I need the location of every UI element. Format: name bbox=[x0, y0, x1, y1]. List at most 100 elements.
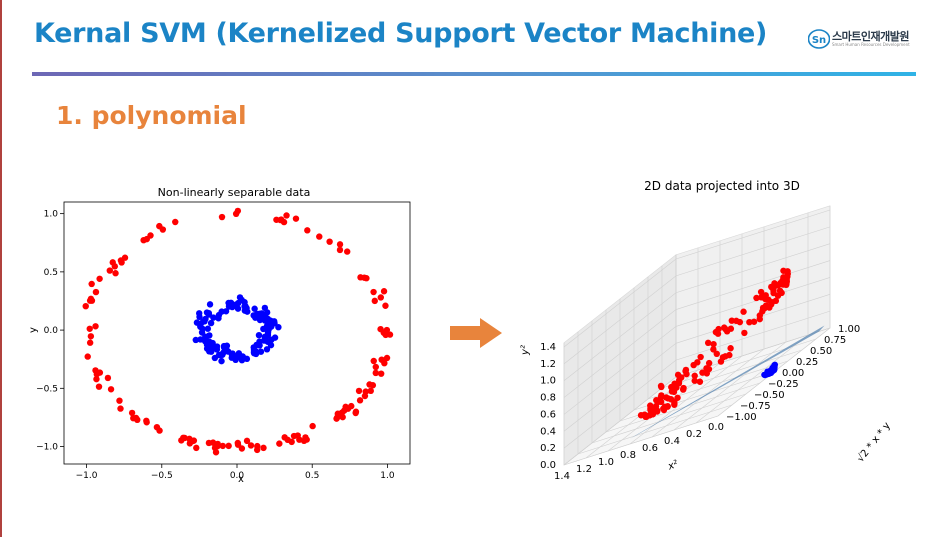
y-tick-label: 0.5 bbox=[44, 268, 58, 278]
inner-class-point bbox=[262, 314, 269, 321]
z-grid-line bbox=[647, 276, 803, 400]
back-pane bbox=[675, 205, 831, 378]
y-tick-label: 1.0 bbox=[44, 210, 59, 220]
outer-class-point bbox=[219, 442, 226, 450]
outer-class-point-3d bbox=[705, 359, 713, 367]
z-tick-label: −1.00 bbox=[726, 412, 757, 423]
z-grid-line bbox=[577, 331, 733, 455]
outer-class-point bbox=[381, 359, 388, 367]
inner-class-point bbox=[260, 325, 267, 333]
outer-class-point bbox=[356, 397, 364, 404]
y-tick-label: 0.4 bbox=[540, 426, 556, 437]
inner-class-point bbox=[215, 315, 222, 322]
outer-class-point bbox=[130, 414, 137, 422]
inner-class-point bbox=[255, 331, 263, 339]
outer-class-point bbox=[352, 409, 359, 417]
outer-class-point-3d bbox=[713, 350, 720, 358]
inner-class-point bbox=[201, 318, 208, 325]
outer-class-point-3d bbox=[727, 345, 734, 352]
outer-class-point-3d bbox=[653, 408, 661, 415]
outer-class-point bbox=[143, 235, 150, 243]
outer-class-point-3d bbox=[766, 304, 773, 311]
outer-class-point-3d bbox=[740, 308, 747, 315]
outer-class-point-3d bbox=[691, 372, 698, 379]
outer-class-point bbox=[88, 280, 95, 288]
x-tick-label: 1.0 bbox=[598, 457, 614, 468]
section-heading: 1. polynomial bbox=[56, 101, 247, 130]
outer-class-point-3d bbox=[674, 371, 682, 379]
inner-class-point bbox=[252, 314, 259, 321]
outer-class-point bbox=[86, 325, 93, 332]
brand-subtitle: Smart Human Resources Development bbox=[832, 42, 910, 47]
inner-class-point bbox=[253, 341, 260, 349]
outer-class-point bbox=[357, 274, 364, 281]
inner-class-point bbox=[203, 341, 211, 349]
brand-mark-text: Sn bbox=[812, 35, 826, 46]
outer-class-point bbox=[380, 288, 388, 295]
outer-class-point-3d bbox=[750, 318, 758, 325]
outer-class-point-3d bbox=[722, 325, 729, 333]
outer-class-point bbox=[371, 297, 378, 305]
outer-class-point bbox=[225, 442, 232, 450]
outer-class-point-3d bbox=[646, 412, 653, 419]
inner-class-point-3d bbox=[771, 362, 778, 369]
inner-class-point bbox=[238, 296, 245, 304]
outer-class-point bbox=[290, 432, 298, 440]
inner-class-point bbox=[243, 355, 251, 363]
arrow-right-icon bbox=[450, 318, 502, 348]
outer-class-point bbox=[172, 218, 179, 226]
brand-mark-icon: Sn bbox=[808, 29, 830, 49]
inner-class-point bbox=[232, 301, 240, 308]
y-tick-label: 0.0 bbox=[540, 460, 556, 471]
outer-class-point bbox=[92, 367, 99, 374]
chart-2d-ylabel: y bbox=[28, 327, 39, 333]
outer-class-point-3d bbox=[726, 351, 733, 359]
inner-class-point bbox=[206, 301, 214, 308]
x-tick-label: −1.0 bbox=[76, 471, 98, 481]
x-tick-label: 0.0 bbox=[230, 471, 245, 481]
x-tick-label: 0.5 bbox=[305, 471, 319, 481]
outer-class-point bbox=[280, 218, 288, 226]
outer-class-point-3d bbox=[696, 378, 704, 385]
outer-class-point bbox=[340, 407, 348, 414]
outer-class-point-3d bbox=[715, 325, 722, 333]
inner-class-point bbox=[217, 351, 224, 359]
outer-class-point bbox=[283, 212, 290, 219]
y-tick-label: 1.0 bbox=[540, 376, 556, 387]
outer-class-point bbox=[326, 238, 333, 245]
outer-class-point bbox=[211, 444, 219, 452]
slide-title: Kernal SVM (Kernelized Support Vector Ma… bbox=[34, 18, 768, 49]
outer-class-point bbox=[377, 370, 385, 377]
z-tick-label: −0.50 bbox=[754, 390, 785, 401]
chart-2d-title: Non-linearly separable data bbox=[158, 186, 311, 199]
inner-class-point bbox=[204, 325, 212, 332]
outer-class-point bbox=[247, 442, 255, 449]
outer-class-point bbox=[218, 213, 226, 221]
outer-class-point bbox=[84, 353, 91, 360]
inner-class-point bbox=[256, 310, 263, 317]
chart-2d-canvas: Non-linearly separable data x y −1.0 −0.5… bbox=[28, 186, 411, 485]
outer-class-point bbox=[193, 444, 200, 452]
outer-class-point-3d bbox=[674, 394, 681, 401]
outer-class-point-3d bbox=[784, 268, 791, 275]
x-tick-label: 0.2 bbox=[686, 429, 702, 440]
outer-class-point-3d bbox=[756, 315, 763, 323]
outer-class-point bbox=[190, 437, 198, 444]
y-tick-label: 0.2 bbox=[540, 443, 556, 454]
outer-class-point bbox=[292, 215, 300, 222]
outer-class-point bbox=[96, 275, 103, 282]
outer-class-point bbox=[109, 259, 116, 266]
inner-class-point bbox=[244, 308, 251, 315]
outer-class-point-3d bbox=[758, 294, 765, 301]
outer-class-point-3d bbox=[697, 353, 704, 361]
z-tick-label: 1.00 bbox=[838, 324, 860, 335]
outer-class-point bbox=[336, 241, 344, 248]
outer-class-point bbox=[104, 374, 112, 382]
chart-3d-canvas: 2D data projected into 3D 1.4 1.2 1.0 0.8 0.… bbox=[520, 179, 893, 482]
outer-class-point bbox=[156, 222, 163, 230]
outer-class-point-3d bbox=[753, 294, 760, 302]
inner-class-point bbox=[257, 348, 265, 355]
x-tick-label: 0.8 bbox=[620, 450, 636, 461]
outer-class-point-3d bbox=[647, 402, 654, 409]
outer-class-point-3d bbox=[663, 394, 670, 401]
